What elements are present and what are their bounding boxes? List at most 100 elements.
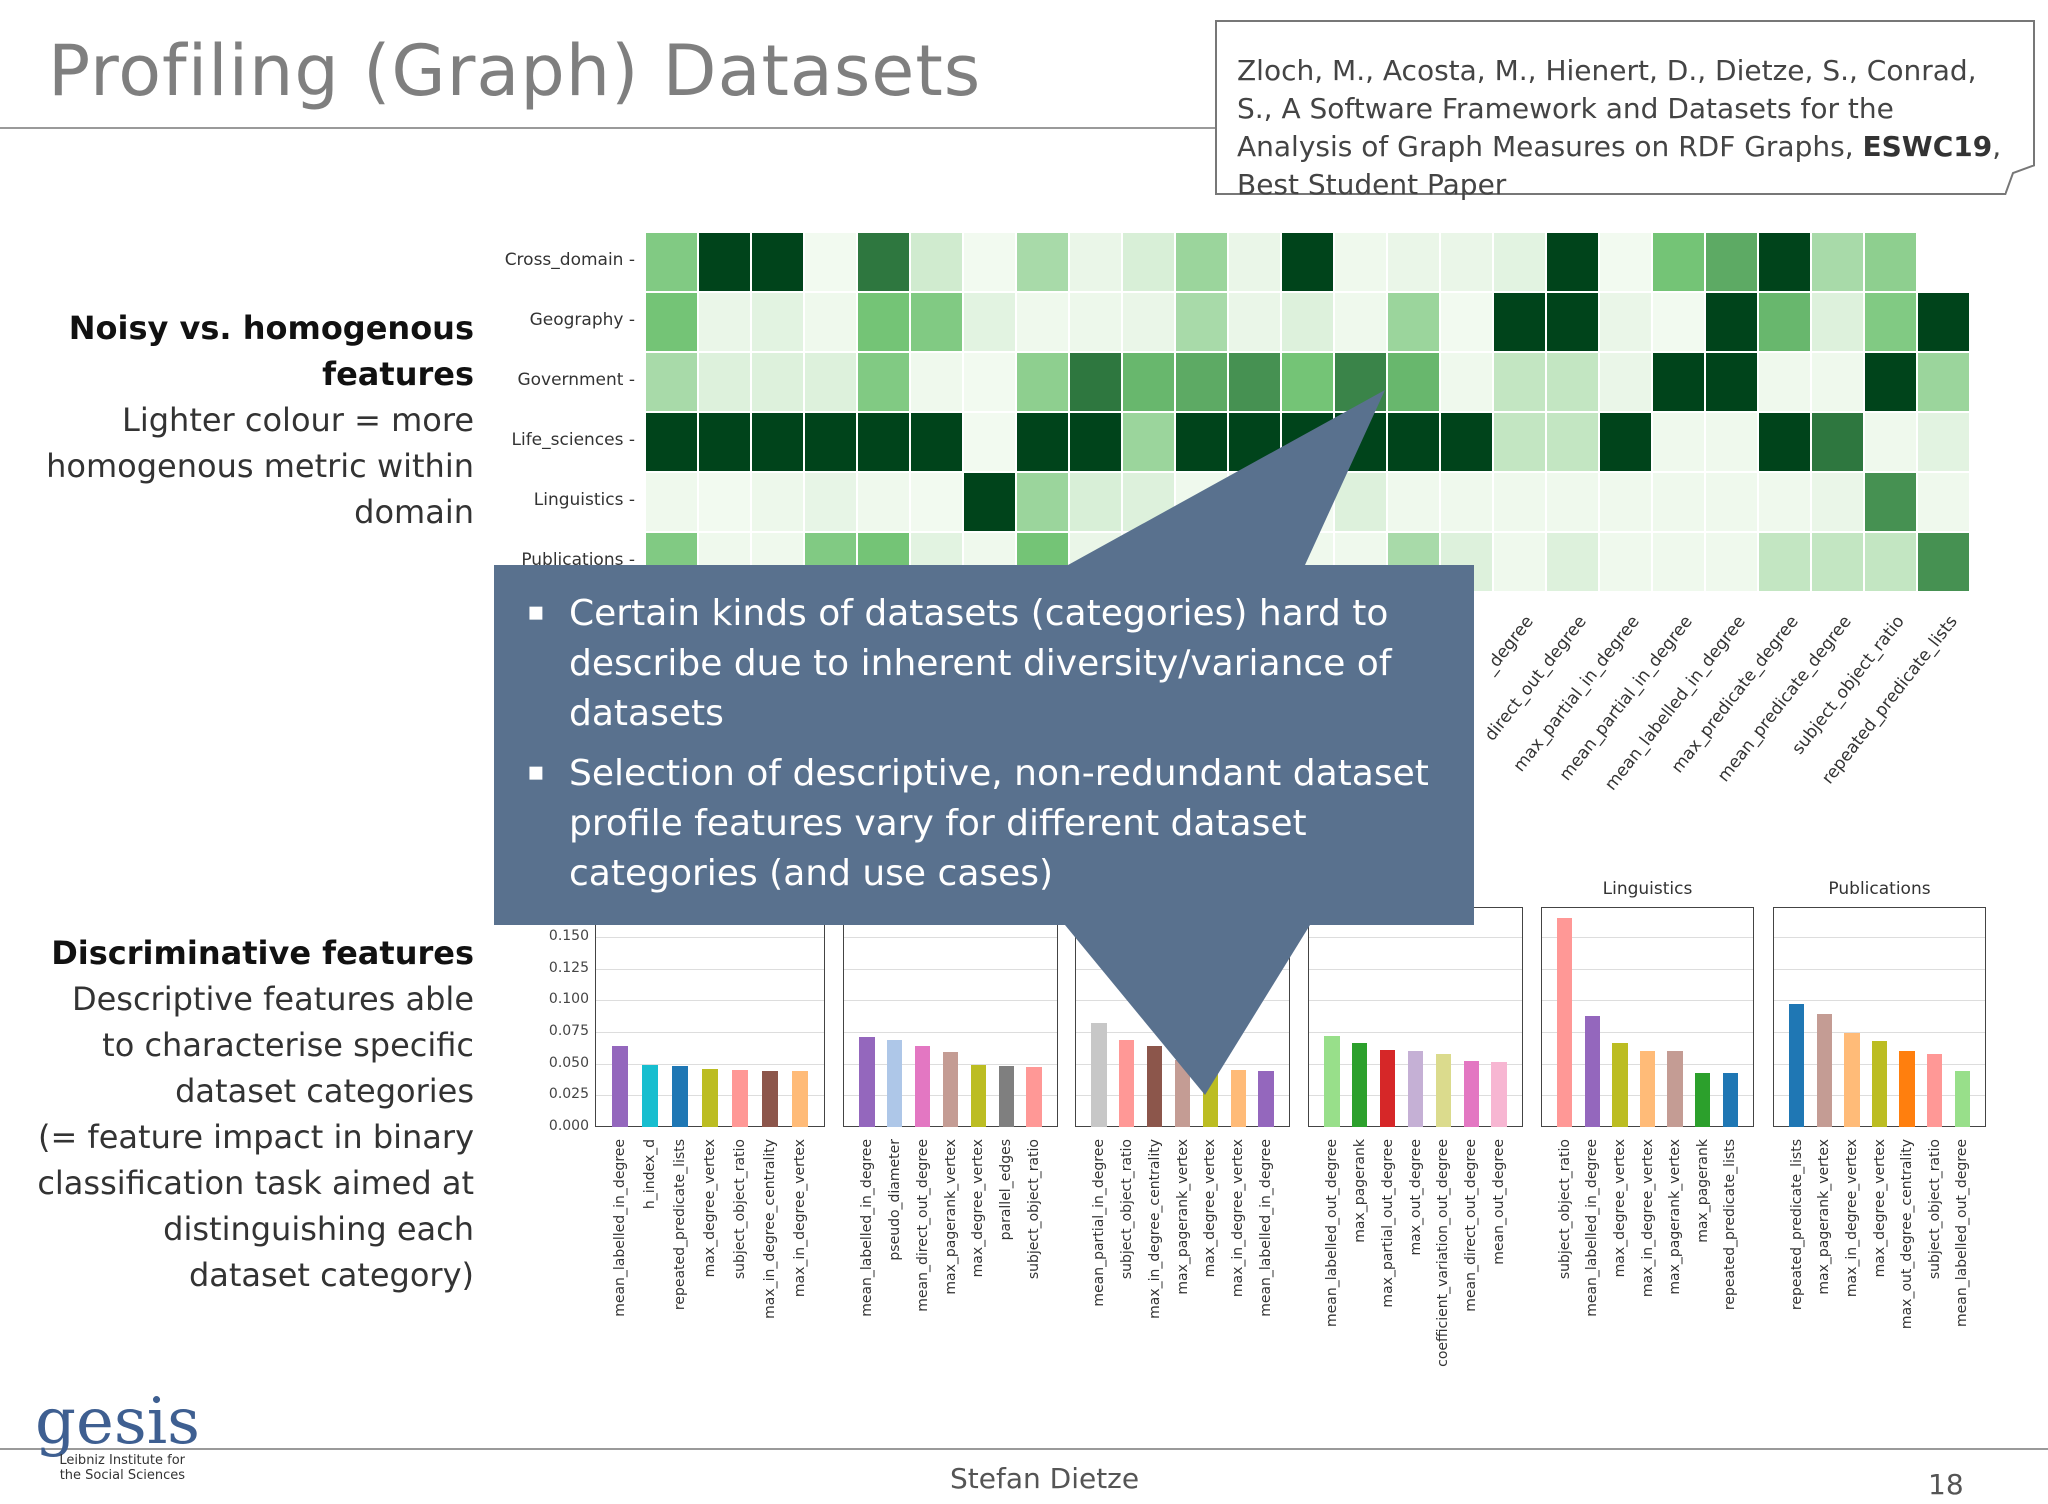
y-tick-label: 0.000 <box>548 1118 589 1134</box>
heatmap-cell <box>1440 292 1493 352</box>
heatmap-cell <box>1705 232 1758 292</box>
heatmap-cell <box>1387 292 1440 352</box>
bar <box>1722 1072 1738 1127</box>
disc-line-4: (= feature impact in binary <box>38 1118 474 1156</box>
gridline <box>1542 968 1753 970</box>
heatmap-cell <box>1122 292 1175 352</box>
heatmap-cell <box>1758 412 1811 472</box>
heatmap-cell <box>698 232 751 292</box>
heatmap-cell <box>645 352 698 412</box>
heatmap-cell <box>1705 412 1758 472</box>
bar <box>1324 1035 1340 1127</box>
gridline <box>596 1063 824 1065</box>
heatmap-cell <box>1811 472 1864 532</box>
heatmap-cell <box>1758 352 1811 412</box>
page-fold-icon <box>2005 165 2035 195</box>
heatmap-cell <box>1281 292 1334 352</box>
disc-line-5: classification task aimed at <box>37 1164 474 1202</box>
discriminative-heading: Discriminative features <box>51 934 474 972</box>
bar <box>1091 1023 1107 1127</box>
bar <box>1816 1014 1832 1127</box>
disc-line-2: to characterise specific <box>102 1026 474 1064</box>
heatmap-cell <box>1546 292 1599 352</box>
bar-panel-title: Publications <box>1828 879 1931 899</box>
bar <box>1258 1071 1274 1127</box>
heatmap-cell <box>1122 412 1175 472</box>
heatmap-cell <box>1917 472 1970 532</box>
heatmap-cell <box>645 472 698 532</box>
bar <box>641 1064 659 1127</box>
bar <box>1899 1051 1915 1127</box>
heatmap-cell <box>1069 352 1122 412</box>
heatmap-cell <box>1228 232 1281 292</box>
heatmap-cell <box>1387 352 1440 412</box>
heatmap-cell <box>1705 292 1758 352</box>
heatmap-cell <box>751 412 804 472</box>
gridline <box>1309 937 1522 938</box>
gridline <box>596 968 824 970</box>
gridline <box>1542 937 1753 938</box>
heatmap-cell <box>698 472 751 532</box>
heatmap-cell <box>1864 532 1917 592</box>
heatmap-cell <box>804 412 857 472</box>
gridline <box>844 1000 1057 1002</box>
heatmap-cell <box>1546 532 1599 592</box>
heatmap-cell <box>1546 472 1599 532</box>
heatmap-cell <box>1917 412 1970 472</box>
bar <box>731 1070 749 1127</box>
heatmap-cell <box>1864 292 1917 352</box>
heatmap-cell <box>645 232 698 292</box>
heatmap-cell <box>963 232 1016 292</box>
noisy-line-2: homogenous metric within <box>46 447 474 485</box>
bar <box>1119 1039 1135 1127</box>
callout-bullet-1: Certain kinds of datasets (categories) h… <box>527 587 1444 739</box>
heatmap-cell <box>857 412 910 472</box>
bar <box>1612 1043 1628 1127</box>
heatmap-cell <box>1175 412 1228 472</box>
bar <box>1667 1051 1683 1127</box>
heatmap-cell <box>645 292 698 352</box>
heatmap-cell <box>751 292 804 352</box>
heatmap-cell <box>698 412 751 472</box>
heatmap-cell <box>1546 232 1599 292</box>
gridline <box>1774 937 1985 938</box>
heatmap-cell <box>1758 232 1811 292</box>
bar <box>761 1071 779 1127</box>
y-tick-label: 0.100 <box>548 991 589 1008</box>
heatmap-cell <box>804 232 857 292</box>
heatmap-cell <box>1334 232 1387 292</box>
heatmap-cell <box>1122 352 1175 412</box>
heatmap-cell <box>910 472 963 532</box>
heatmap-cell <box>1652 232 1705 292</box>
bar <box>1695 1072 1711 1127</box>
bar <box>1557 918 1573 1127</box>
heatmap-cell <box>804 352 857 412</box>
bar <box>1379 1049 1396 1127</box>
title-divider <box>0 127 1220 129</box>
heatmap-cell <box>1016 412 1069 472</box>
heatmap-row-label: Government - <box>517 370 635 390</box>
slide-title: Profiling (Graph) Datasets <box>48 30 982 112</box>
bar <box>1174 1059 1191 1127</box>
citation-venue: ESWC19 <box>1862 130 1993 163</box>
heatmap-cell <box>1440 412 1493 472</box>
heatmap-cell <box>1811 412 1864 472</box>
noisy-heading: Noisy vs. homogenous <box>68 309 474 347</box>
heatmap-cell <box>1493 352 1546 412</box>
y-tick-label: 0.150 <box>548 928 589 944</box>
heatmap-row-label: Life_sciences - <box>511 430 636 450</box>
heatmap-cell <box>1493 412 1546 472</box>
heatmap-cell <box>1758 532 1811 592</box>
bar <box>1026 1067 1042 1127</box>
bar <box>791 1071 809 1127</box>
noisy-line-3: domain <box>354 493 474 531</box>
heatmap-cell <box>910 412 963 472</box>
heatmap-cell <box>1546 412 1599 472</box>
heatmap-cell <box>1811 232 1864 292</box>
gridline <box>596 1000 824 1002</box>
heatmap-cell <box>1811 292 1864 352</box>
heatmap-cell <box>1599 532 1652 592</box>
heatmap-cell <box>1175 292 1228 352</box>
heatmap-cell <box>1228 292 1281 352</box>
disc-line-1: Descriptive features able <box>71 980 474 1018</box>
